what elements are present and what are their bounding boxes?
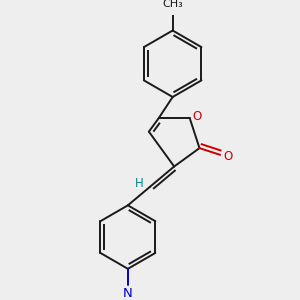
Text: N: N	[123, 287, 133, 300]
Text: CH₃: CH₃	[162, 0, 183, 9]
Text: O: O	[223, 150, 232, 163]
Text: O: O	[193, 110, 202, 123]
Text: H: H	[134, 177, 143, 190]
